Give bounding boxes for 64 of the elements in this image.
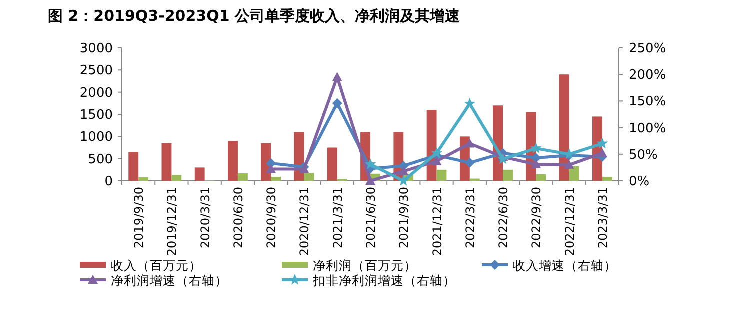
y-tick-label: 500: [88, 152, 113, 168]
bar: [172, 175, 182, 181]
x-tick-label: 2021/3/31: [330, 187, 345, 249]
x-tick-label: 2020/12/31: [298, 187, 312, 256]
y2-tick-label: 250%: [629, 42, 666, 56]
y-tick-label: 3000: [80, 42, 113, 56]
x-tick-label: 2019/12/31: [165, 187, 180, 256]
y2-tick-label: 100%: [629, 121, 666, 136]
bar: [194, 168, 205, 181]
y2-tick-label: 200%: [629, 68, 666, 84]
point: [398, 166, 409, 176]
chart-title: 图 2：2019Q3-2023Q1 公司单季度收入、净利润及其增速: [48, 7, 461, 25]
x-tick-label: 2021/6/30: [364, 187, 378, 249]
point: [431, 147, 442, 158]
legend-label: 净利润（百万元）: [313, 258, 417, 273]
point: [564, 160, 574, 170]
y-tick-label: 1000: [80, 130, 113, 146]
bar: [536, 174, 546, 181]
x-tick-label: 2020/6/30: [231, 187, 246, 249]
point: [530, 142, 542, 154]
y2-tick-label: 0%: [629, 174, 650, 190]
y2-tick-label: 150%: [629, 94, 666, 110]
point: [432, 156, 442, 166]
bar: [138, 177, 149, 181]
x-tick-label: 2022/3/31: [463, 187, 478, 249]
y-tick-label: 2500: [80, 64, 113, 79]
bar: [503, 170, 513, 181]
point: [266, 164, 276, 174]
bar: [602, 177, 612, 181]
y-tick-label: 2000: [80, 86, 113, 101]
bar: [162, 143, 172, 181]
bar: [228, 141, 238, 181]
x-tick-label: 2022/12/31: [562, 187, 577, 256]
point: [597, 148, 608, 158]
point: [366, 176, 376, 185]
bar: [238, 173, 248, 181]
point: [596, 138, 608, 149]
bar: [271, 177, 282, 181]
x-tick-label: 2023/3/31: [596, 187, 610, 249]
point: [464, 158, 475, 168]
point: [464, 138, 475, 148]
point: [332, 72, 342, 82]
legend-label: 净利润增速（右轴）: [111, 273, 228, 288]
x-tick-label: 2022/9/30: [530, 187, 544, 249]
x-tick-label: 2021/12/31: [430, 187, 444, 256]
x-tick-label: 2020/9/30: [264, 187, 279, 249]
point: [364, 158, 376, 170]
x-tick-label: 2019/9/30: [132, 187, 146, 249]
y-tick-label: 1500: [80, 108, 113, 123]
x-tick-label: 2020/3/31: [198, 187, 212, 249]
bar: [304, 173, 314, 181]
legend-label: 收入增速（右轴）: [513, 258, 617, 273]
point: [531, 160, 542, 169]
bar: [436, 170, 447, 181]
y-tick-label: 0: [104, 174, 113, 190]
legend-label: 扣非净利润增速（右轴）: [312, 273, 456, 288]
point: [332, 98, 342, 108]
legend-label: 收入（百万元）: [111, 258, 202, 273]
x-tick-label: 2022/6/30: [496, 187, 511, 249]
x-tick-label: 2021/9/30: [397, 187, 412, 249]
point: [531, 153, 542, 164]
bar: [128, 152, 139, 181]
bar: [327, 148, 338, 181]
y2-tick-label: 50%: [629, 148, 658, 163]
